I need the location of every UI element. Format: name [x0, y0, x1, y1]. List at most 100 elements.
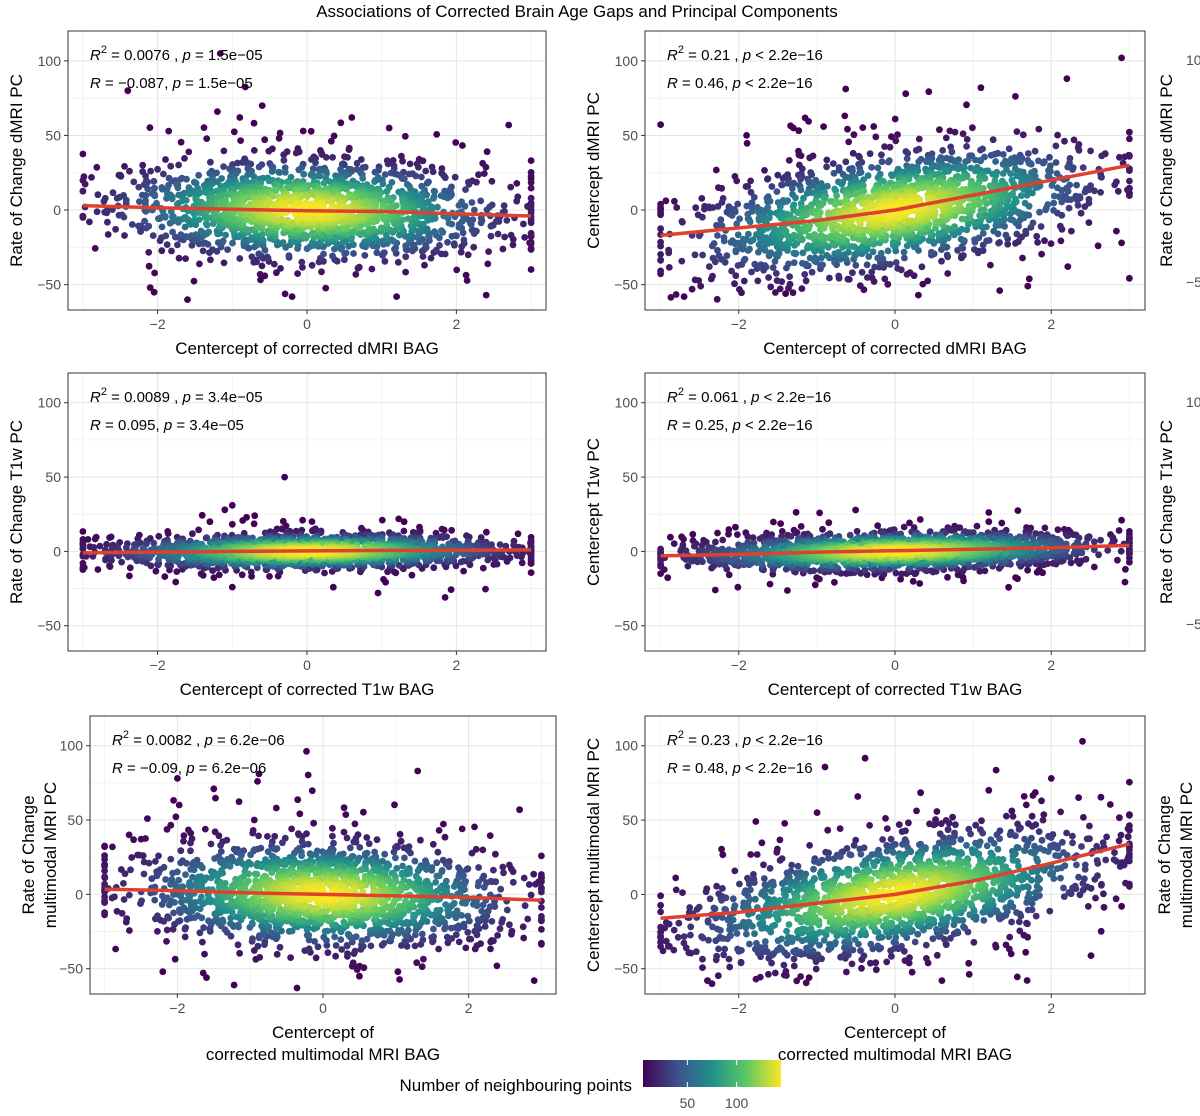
data-point — [999, 151, 1007, 158]
data-point — [390, 568, 398, 576]
data-point — [808, 268, 816, 276]
data-point — [891, 115, 899, 123]
data-point — [959, 130, 967, 138]
data-point — [795, 127, 803, 135]
data-point — [167, 208, 175, 216]
data-point — [800, 194, 807, 202]
data-point — [304, 193, 311, 200]
data-point — [1007, 170, 1014, 178]
data-point — [672, 291, 680, 298]
data-point — [774, 171, 782, 179]
data-point — [419, 253, 427, 260]
data-point — [976, 212, 983, 219]
data-point — [723, 252, 731, 260]
data-point — [915, 158, 923, 166]
data-point — [728, 267, 735, 275]
grid — [68, 373, 546, 651]
data-point — [199, 247, 207, 255]
data-point — [842, 85, 850, 93]
data-point — [385, 124, 393, 132]
data-point — [657, 267, 664, 275]
data-point — [834, 223, 842, 230]
data-point — [469, 216, 477, 224]
data-point — [838, 180, 846, 188]
data-point — [84, 536, 92, 543]
y-axis-label: Rate of Change dMRI PC — [7, 74, 26, 267]
data-point — [295, 166, 303, 174]
data-point — [350, 241, 357, 249]
data-point — [1126, 274, 1133, 282]
data-point — [971, 156, 979, 164]
data-point — [342, 237, 349, 245]
data-point — [460, 236, 468, 244]
data-point — [751, 260, 759, 268]
x-axis-label: Centercept of corrected dMRI BAG — [175, 339, 439, 358]
data-point — [270, 260, 278, 268]
data-point — [1074, 201, 1082, 209]
data-point — [273, 269, 280, 277]
data-point — [352, 271, 360, 278]
data-point — [139, 161, 147, 169]
data-point — [747, 188, 755, 196]
data-point — [845, 138, 853, 146]
data-point — [400, 527, 408, 535]
data-point — [480, 170, 488, 178]
data-point — [744, 183, 752, 190]
data-point — [944, 270, 952, 277]
data-point — [1024, 282, 1032, 290]
data-point — [889, 238, 897, 246]
data-point — [453, 266, 461, 274]
data-point — [733, 177, 741, 185]
data-point — [158, 223, 166, 231]
data-point — [527, 569, 535, 576]
data-point — [244, 171, 252, 179]
data-point — [778, 181, 786, 189]
x-tick-label: 0 — [891, 316, 899, 332]
data-point — [381, 257, 389, 265]
data-point — [106, 562, 113, 570]
data-point — [483, 206, 491, 214]
data-point — [160, 170, 167, 178]
data-point — [94, 191, 102, 199]
data-point — [811, 231, 818, 238]
data-point — [219, 237, 227, 245]
data-point — [185, 148, 193, 156]
data-point — [965, 202, 973, 210]
data-point — [842, 158, 850, 166]
data-point — [195, 216, 203, 224]
data-point — [250, 147, 258, 154]
data-point — [822, 220, 830, 228]
data-point — [154, 165, 162, 173]
data-point — [799, 249, 807, 257]
data-point — [747, 177, 754, 185]
data-point — [239, 159, 246, 166]
data-point — [864, 274, 871, 281]
data-point — [1064, 163, 1072, 171]
data-point — [172, 233, 179, 241]
data-point — [165, 127, 173, 135]
data-point — [665, 246, 672, 254]
data-point — [709, 254, 717, 262]
data-point — [228, 583, 236, 591]
data-point — [91, 245, 99, 252]
data-point — [736, 215, 743, 223]
data-point — [878, 158, 886, 166]
data-point — [359, 175, 367, 182]
data-point — [280, 151, 288, 159]
data-point — [912, 146, 920, 154]
data-point — [86, 218, 93, 226]
data-point — [904, 149, 912, 157]
data-point — [383, 231, 390, 239]
data-point — [1044, 172, 1052, 180]
data-point — [381, 171, 389, 178]
data-point — [823, 251, 831, 259]
data-point — [710, 240, 718, 247]
data-point — [198, 511, 206, 519]
data-point — [380, 576, 387, 583]
data-point — [743, 132, 750, 139]
data-point — [462, 186, 469, 194]
data-point — [717, 216, 725, 224]
data-point — [892, 137, 900, 145]
